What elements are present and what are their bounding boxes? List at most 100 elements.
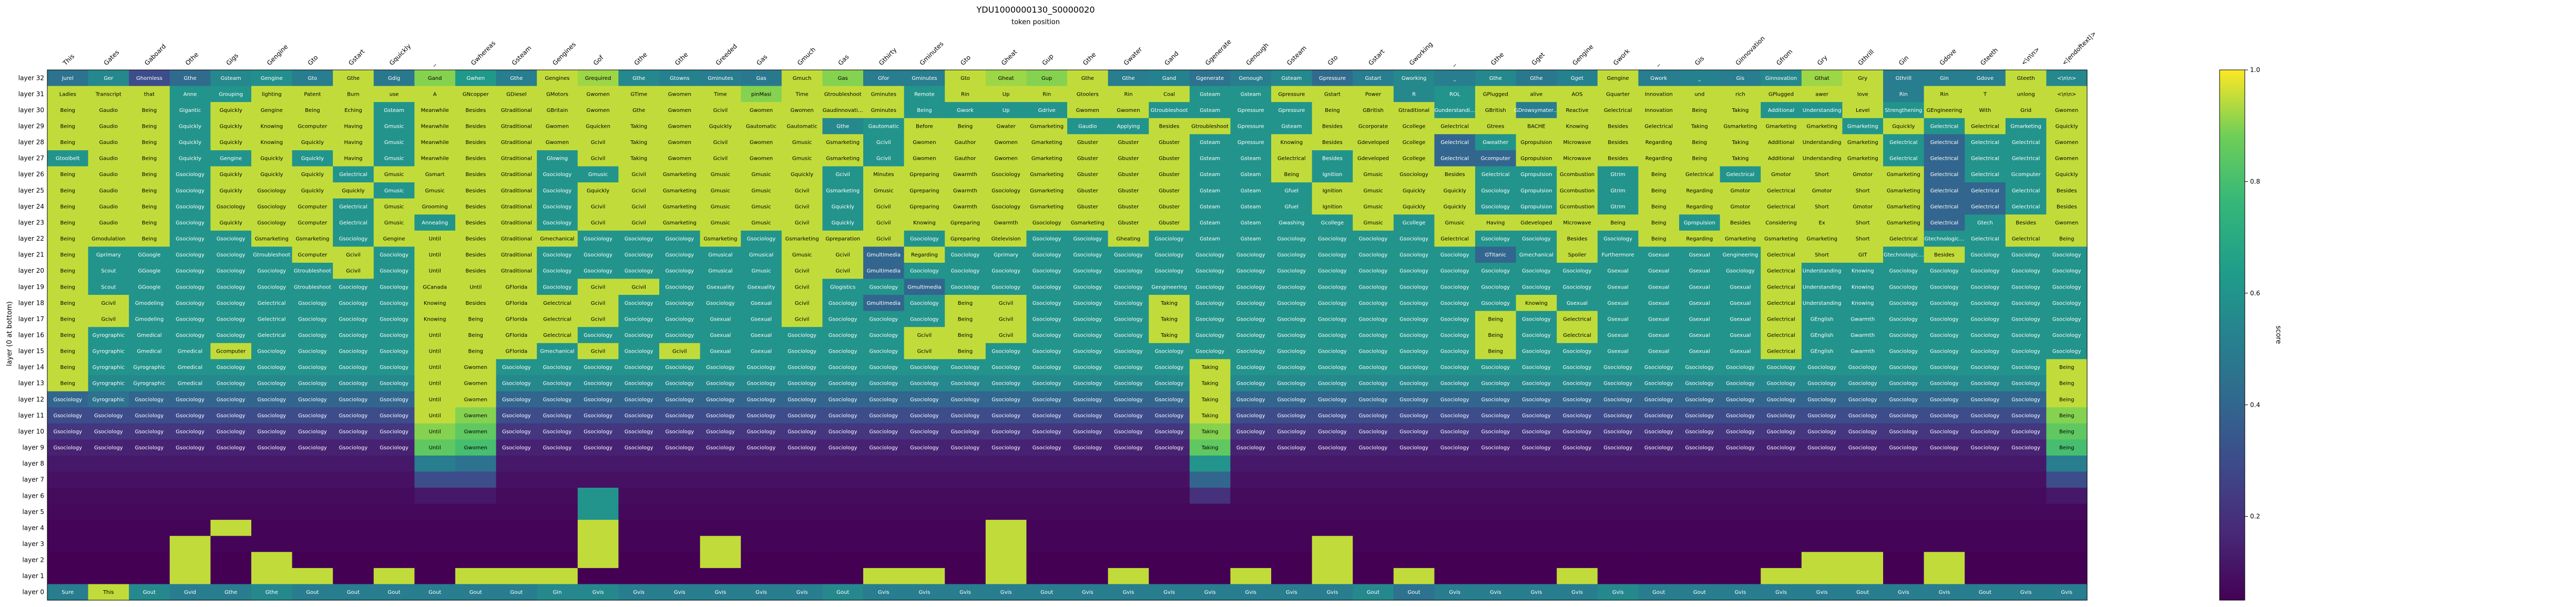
heatmap-cell: [700, 536, 741, 552]
cell-label: Gsociology: [625, 413, 653, 419]
heatmap-cell: [822, 568, 864, 585]
cell-label: Gcivil: [876, 236, 891, 242]
column-label: Gry: [1816, 54, 1829, 67]
cell-label: Gsteam: [1241, 220, 1261, 226]
cell-label: Gcollege: [1403, 140, 1426, 146]
cell-label: Gvis: [919, 590, 931, 595]
heatmap-cell: [1638, 552, 1680, 569]
cell-label: Gcollege: [1321, 220, 1344, 226]
cell-label: Being: [60, 333, 75, 338]
heatmap-cell: [1924, 102, 1965, 119]
heatmap-cell: [1026, 102, 1068, 119]
cell-label: Gquarter: [1606, 91, 1630, 97]
cell-label: Gvis: [796, 590, 808, 595]
cell-label: GTitanic: [1485, 252, 1506, 258]
cell-label: Gsociology: [706, 381, 735, 387]
heatmap-cell: [2046, 536, 2088, 552]
cell-label: Gsociology: [176, 220, 205, 226]
cell-label: Taking: [1201, 429, 1219, 435]
heatmap-cell: [1230, 536, 1272, 552]
heatmap-cell: [1353, 520, 1394, 537]
cell-label: Gquickly: [220, 124, 242, 130]
cell-label: Gsteam: [1241, 204, 1261, 210]
heatmap-cell: [1149, 503, 1190, 520]
cell-label: Gsociology: [829, 429, 857, 435]
cell-label: Gsociology: [1359, 316, 1388, 322]
heatmap-cell: [1638, 118, 1680, 135]
row-label: layer 0: [22, 589, 44, 596]
cell-label: Gcomputer: [298, 220, 328, 226]
heatmap-cell: [1108, 568, 1149, 585]
heatmap-cell: [1067, 536, 1109, 552]
cell-label: Being: [142, 124, 157, 130]
cell-label: Ginnovation: [1765, 76, 1797, 81]
heatmap-cell: [169, 536, 211, 552]
cell-label: Gsociology: [1971, 429, 2000, 435]
heatmap-cell: [1679, 134, 1721, 151]
cell-label: Until: [429, 381, 441, 387]
heatmap-cell: [1230, 568, 1272, 585]
cell-label: Gsociology: [502, 381, 531, 387]
cell-label: Gsociology: [1359, 252, 1388, 258]
heatmap-cell: [1230, 70, 1272, 87]
heatmap-cell: [210, 487, 252, 505]
heatmap-cell: [1230, 503, 1272, 520]
heatmap-cell: [904, 552, 945, 569]
heatmap-cell: [1965, 487, 2006, 505]
heatmap-cell: [945, 134, 986, 151]
cell-label: Gsociology: [910, 365, 939, 371]
cell-label: Being: [1325, 108, 1340, 114]
cell-label: Innovation: [1645, 91, 1673, 97]
heatmap-cell: [2005, 455, 2047, 472]
heatmap-cell: [1761, 520, 1802, 537]
heatmap-cell: [210, 536, 252, 552]
cell-label: Applying: [1117, 124, 1140, 130]
heatmap-cell: [985, 487, 1027, 505]
cell-label: Gcivil: [591, 284, 606, 290]
cell-label: Gtrim: [1610, 172, 1625, 178]
heatmap-cell: [2046, 166, 2088, 183]
cell-label: Gsociology: [380, 381, 408, 387]
heatmap-cell: [1434, 471, 1476, 488]
cell-label: Gcivil: [591, 301, 606, 306]
heatmap-cell: [1516, 86, 1557, 102]
cell-label: Gwomen: [464, 381, 487, 387]
cell-label: Gmarketing: [1806, 236, 1837, 242]
cell-label: Gsociology: [1481, 301, 1510, 306]
heatmap-cell: [1842, 455, 1884, 472]
cell-label: Short: [1856, 236, 1870, 242]
cell-label: Gsociology: [1685, 445, 1714, 451]
heatmap-cell: [1761, 118, 1802, 135]
heatmap-cell: [414, 487, 456, 505]
cell-label: Gsociology: [1318, 316, 1347, 322]
heatmap-cell: [1434, 182, 1476, 199]
cell-label: Gsociology: [1359, 429, 1388, 435]
cell-label: Gout: [510, 590, 523, 595]
cell-label: Glogistics: [830, 284, 855, 290]
heatmap-cell: [1312, 552, 1353, 569]
heatmap-cell: [618, 520, 660, 537]
cell-label: Gsociology: [339, 365, 368, 371]
heatmap-cell: [1108, 536, 1149, 552]
heatmap-cell: [822, 198, 864, 215]
cell-label: Regarding: [1645, 156, 1672, 162]
cell-label: Gsociology: [2011, 269, 2040, 274]
column-label: Gigs: [224, 52, 240, 67]
heatmap-cell: [373, 520, 415, 537]
cell-label: Power: [1365, 91, 1382, 97]
column-label: Gin: [1897, 54, 1910, 67]
cell-label: Gsociology: [502, 397, 531, 403]
heatmap-cell: [1965, 182, 2006, 199]
cell-label: Gcivil: [999, 316, 1014, 322]
cell-label: Gsociology: [869, 429, 898, 435]
heatmap-cell: [945, 503, 986, 520]
cell-label: Being: [60, 124, 75, 130]
heatmap-cell: [985, 198, 1027, 215]
cell-label: Gsociology: [706, 301, 735, 306]
cell-label: Gsociology: [1644, 381, 1673, 387]
heatmap-cell: [618, 166, 660, 183]
heatmap-cell: [1924, 455, 1965, 472]
heatmap-cell: [1353, 536, 1394, 552]
heatmap-cell: [1026, 520, 1068, 537]
heatmap-cell: [1761, 86, 1802, 102]
